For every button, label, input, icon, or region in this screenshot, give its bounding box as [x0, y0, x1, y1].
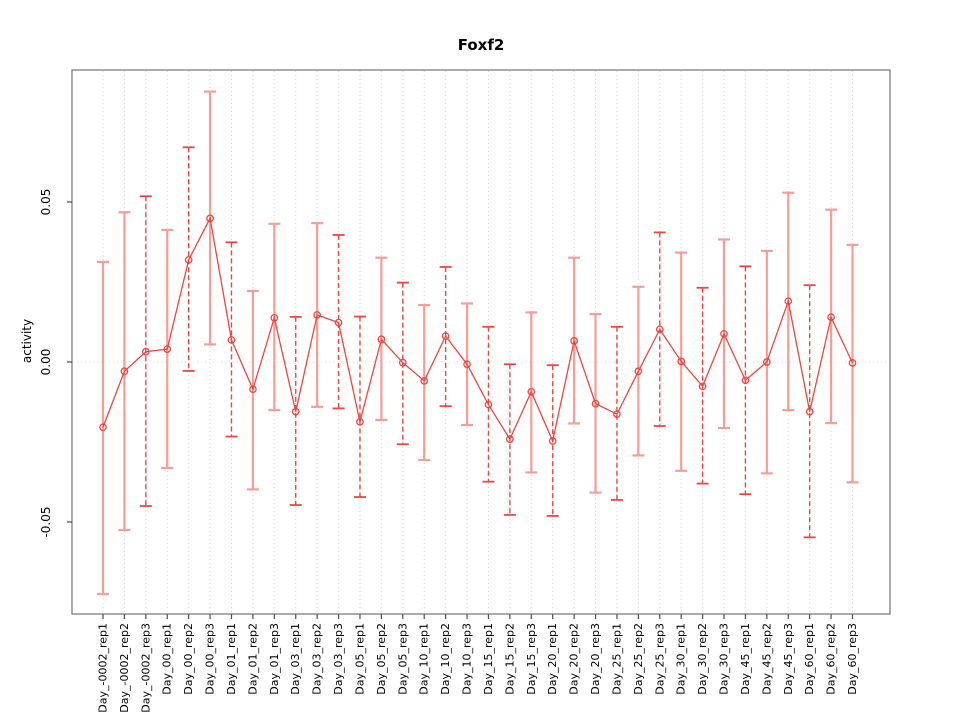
- x-tick-label: Day_20_rep1: [546, 623, 559, 695]
- data-point: [249, 385, 257, 394]
- data-point: [270, 313, 279, 322]
- data-point: [313, 311, 321, 319]
- x-tick-label: Day_-0002_rep1: [97, 623, 110, 713]
- x-tick-label: Day_20_rep3: [589, 623, 602, 695]
- data-point: [506, 435, 514, 443]
- x-tick-label: Day_45_rep2: [760, 623, 773, 695]
- data-point: [805, 407, 814, 416]
- x-tick-label: Day_45_rep1: [739, 623, 752, 695]
- x-tick-label: Day_03_rep2: [311, 623, 324, 695]
- x-tick-label: Day_15_rep1: [482, 623, 495, 695]
- data-point: [720, 329, 728, 338]
- x-tick-label: Day_60_rep3: [846, 623, 859, 695]
- x-tick-label: Day_05_rep2: [375, 623, 388, 695]
- data-point: [677, 357, 686, 366]
- data-point: [99, 423, 107, 432]
- data-point: [613, 410, 621, 419]
- data-point: [784, 297, 793, 306]
- x-tick-label: Day_05_rep1: [353, 623, 366, 695]
- data-point: [377, 335, 386, 344]
- x-tick-label: Day_60_rep2: [825, 623, 838, 695]
- data-point: [291, 407, 300, 416]
- x-tick-label: Day_25_rep3: [653, 623, 666, 695]
- data-point: [398, 358, 407, 367]
- data-point: [227, 336, 236, 344]
- data-point: [548, 437, 557, 445]
- series-line: [102, 216, 854, 444]
- data-point: [698, 382, 707, 391]
- data-point: [827, 313, 835, 322]
- data-point: [163, 345, 172, 354]
- x-tick-label: Day_30_rep2: [696, 623, 709, 695]
- x-tick-label: Day_-0002_rep3: [139, 623, 152, 713]
- x-tick-label: Day_03_rep1: [289, 623, 302, 695]
- x-tick-label: Day_25_rep2: [632, 623, 645, 695]
- plot-frame: [71, 69, 891, 615]
- x-tick-label: Day_10_rep2: [439, 623, 452, 695]
- x-tick-label: Day_-0002_rep2: [118, 623, 131, 713]
- data-point: [206, 214, 214, 223]
- x-tick-label: Day_15_rep2: [503, 623, 516, 695]
- data-point: [655, 325, 664, 334]
- x-tick-label: Day_05_rep3: [396, 623, 409, 695]
- data-point: [441, 332, 450, 340]
- data-point: [356, 417, 364, 426]
- x-tick-label: Day_10_rep1: [418, 623, 431, 695]
- x-tick-label: Day_00_rep1: [161, 623, 174, 695]
- x-tick-label: Day_10_rep3: [461, 623, 474, 695]
- x-tick-label: Day_60_rep1: [803, 623, 816, 695]
- data-point: [120, 367, 129, 376]
- x-tick-label: Day_01_rep3: [268, 623, 281, 695]
- data-point: [570, 337, 578, 345]
- x-tick-label: Day_30_rep3: [718, 623, 731, 695]
- x-tick-label: Day_15_rep3: [525, 623, 538, 695]
- data-point: [484, 400, 493, 409]
- data-point: [141, 347, 150, 356]
- data-point: [762, 358, 771, 366]
- x-tick-label: Day_01_rep1: [225, 623, 238, 695]
- data-point: [463, 360, 471, 369]
- y-tick-label: 0.00: [39, 349, 53, 376]
- x-tick-label: Day_01_rep2: [246, 623, 259, 695]
- x-tick-label: Day_30_rep1: [675, 623, 688, 695]
- x-tick-label: Day_20_rep2: [568, 623, 581, 695]
- y-tick-label: 0.05: [39, 189, 53, 216]
- data-point: [634, 367, 643, 376]
- x-tick-label: Day_25_rep1: [610, 623, 623, 695]
- data-point: [527, 387, 536, 396]
- data-point: [591, 399, 600, 408]
- x-tick-label: Day_45_rep3: [782, 623, 795, 695]
- chart-title: Foxf2: [457, 36, 505, 54]
- data-point: [420, 377, 429, 385]
- y-tick-label: -0.05: [39, 506, 53, 537]
- data-point: [848, 359, 857, 367]
- data-point: [741, 376, 750, 385]
- x-tick-label: Day_00_rep2: [182, 623, 195, 695]
- x-tick-label: Day_03_rep3: [332, 623, 345, 695]
- x-tick-label: Day_00_rep3: [204, 623, 217, 695]
- data-point: [334, 318, 343, 327]
- data-point: [184, 256, 193, 264]
